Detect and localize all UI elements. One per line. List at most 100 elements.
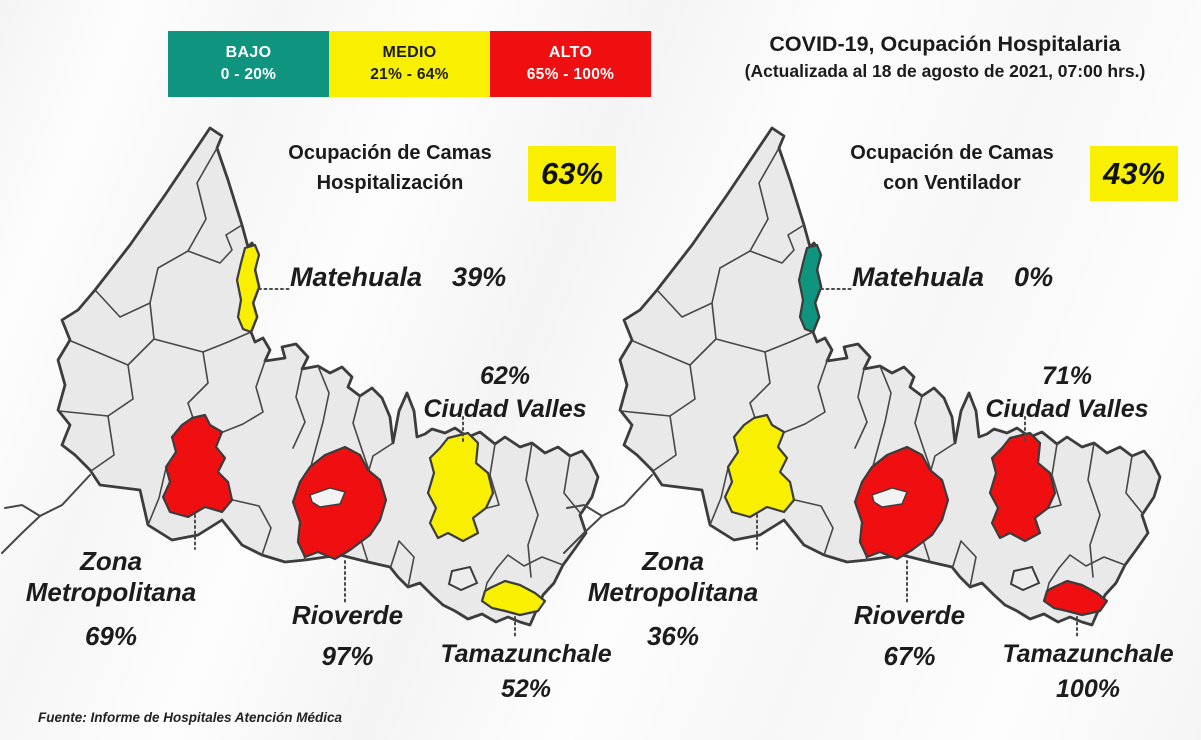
municipality-border: [70, 302, 155, 366]
label-zona-metropolitana: Zona Metropolitana 36%: [562, 546, 784, 652]
legend-item-medio: MEDIO 21% - 64%: [329, 31, 490, 97]
region-name: Tamazunchale: [440, 640, 612, 668]
municipality-border: [310, 365, 330, 467]
legend-range: 21% - 64%: [370, 66, 449, 83]
total-occupancy-badge: 43%: [1090, 146, 1178, 201]
legend-label: BAJO: [225, 44, 272, 61]
region-value: 36%: [646, 621, 700, 651]
rioverde-city-notch: [871, 487, 908, 508]
municipality-border: [854, 368, 868, 449]
state-map-ventilador: [562, 125, 1162, 655]
municipality-border: [872, 365, 892, 467]
region-zona-metropolitana-shape: [723, 413, 796, 519]
municipality-border: [930, 442, 956, 471]
map-panel-ventilador: Ocupación de Camas con Ventilador 43% Ma…: [562, 110, 1201, 740]
municipality-border: [794, 499, 834, 556]
municipality-border: [187, 224, 243, 264]
region-name: Matehuala: [290, 262, 423, 292]
label-ciudad-valles: 62% Ciudad Valles: [400, 360, 610, 425]
label-rioverde: Rioverde 97%: [255, 600, 440, 672]
page-subtitle: (Actualizada al 18 de agosto de 2021, 07…: [744, 61, 1146, 82]
legend-label: MEDIO: [382, 44, 437, 61]
region-value: 69%: [84, 621, 138, 651]
total-occupancy-badge: 63%: [528, 146, 616, 201]
panel-title-line2: con Ventilador: [883, 172, 1021, 194]
label-tamazunchale: Tamazunchale 52%: [430, 640, 622, 704]
municipality-overlap-shape: [447, 565, 479, 592]
legend-item-alto: ALTO 65% - 100%: [490, 31, 651, 97]
region-ciudad-valles-shape: [988, 431, 1057, 543]
municipality-border: [632, 302, 717, 366]
region-value: 100%: [1056, 675, 1120, 703]
municipality-border: [187, 351, 209, 419]
municipality-border: [620, 364, 696, 417]
region-matehuala-shape: [235, 243, 261, 334]
municipality-border: [90, 415, 115, 472]
region-name: Ciudad Valles: [423, 394, 587, 423]
municipality-border: [914, 395, 932, 471]
region-name: Rioverde: [291, 600, 404, 630]
legend-range: 0 - 20%: [220, 66, 277, 83]
region-tamazunchale-shape: [1042, 579, 1109, 617]
label-ciudad-valles: 71% Ciudad Valles: [962, 360, 1172, 425]
risk-legend: BAJO 0 - 20% MEDIO 21% - 64% ALTO 65% - …: [168, 31, 651, 97]
label-rioverde: Rioverde 67%: [817, 600, 1002, 672]
region-matehuala-shape: [797, 243, 823, 334]
boundary-spur: [566, 503, 603, 517]
municipality-border: [1058, 554, 1126, 569]
municipality-border: [58, 364, 134, 417]
region-value: 67%: [883, 641, 936, 671]
legend-label: ALTO: [548, 44, 593, 61]
map-panel-hospitalizacion: Ocupación de Camas Hospitalización 63% M…: [0, 110, 640, 740]
municipality-border: [222, 360, 266, 433]
municipality-border: [715, 331, 814, 353]
panel-title-line1: Ocupación de Camas: [288, 142, 492, 164]
state-map-hospitalizacion: [0, 125, 600, 655]
panel-title-line2: Hospitalización: [316, 172, 464, 194]
region-ciudad-valles-shape: [426, 431, 495, 543]
municipality-overlap-shape: [1009, 565, 1041, 592]
municipality-border: [1048, 443, 1062, 509]
municipality-border: [749, 147, 780, 252]
legend-item-bajo: BAJO 0 - 20%: [168, 31, 329, 97]
panel-title: Ocupación de Camas con Ventilador: [787, 138, 1117, 198]
region-name: Zona Metropolitana: [587, 546, 759, 607]
municipality-border: [292, 368, 306, 449]
boundary-spur: [1, 474, 91, 554]
label-matehuala: Matehuala 0%: [852, 262, 1053, 293]
source-note: Fuente: Informe de Hospitales Atención M…: [38, 710, 343, 725]
region-name: Tamazunchale: [1002, 640, 1174, 668]
municipality-border: [952, 540, 977, 588]
municipality-border: [525, 442, 539, 578]
boundary-spur: [4, 503, 41, 517]
legend-range: 65% - 100%: [526, 66, 615, 83]
municipality-border: [368, 442, 394, 471]
region-value: 97%: [321, 641, 374, 671]
municipality-border: [486, 443, 500, 509]
region-value: 0%: [1014, 262, 1054, 292]
boundary-spur: [563, 474, 653, 554]
region-name: Rioverde: [853, 600, 966, 630]
municipality-border: [749, 224, 805, 264]
page-title: COVID-19, Ocupación Hospitalaria: [769, 32, 1121, 56]
region-name: Ciudad Valles: [985, 394, 1149, 423]
region-value: 39%: [452, 262, 507, 292]
region-name: Zona Metropolitana: [25, 546, 197, 607]
label-tamazunchale: Tamazunchale 100%: [992, 640, 1184, 704]
panel-title-line1: Ocupación de Camas: [850, 142, 1054, 164]
municipality-border: [749, 351, 771, 419]
region-tamazunchale-shape: [480, 579, 547, 617]
panel-title: Ocupación de Camas Hospitalización: [225, 138, 555, 198]
municipality-border: [147, 467, 167, 526]
municipality-border: [652, 415, 677, 472]
municipality-border: [709, 467, 729, 526]
municipality-border: [1087, 442, 1101, 578]
municipality-border: [352, 395, 370, 471]
municipality-border: [187, 147, 218, 252]
municipality-border: [1125, 455, 1144, 515]
region-value: 71%: [1041, 362, 1093, 390]
label-matehuala: Matehuala 39%: [290, 262, 506, 293]
municipality-border: [784, 360, 828, 433]
region-value: 52%: [500, 675, 552, 703]
municipality-border: [496, 554, 564, 569]
